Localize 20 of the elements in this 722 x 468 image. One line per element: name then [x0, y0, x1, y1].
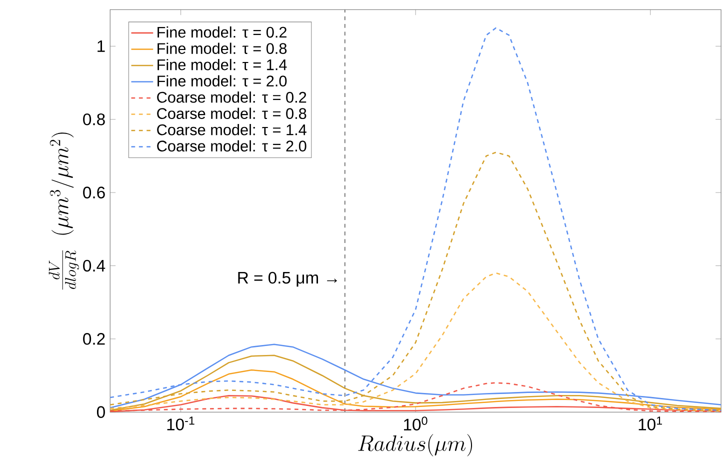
legend-label: Coarse model: τ = 2.0	[157, 140, 306, 152]
legend-label: Fine model: τ = 2.0	[158, 75, 287, 87]
y-tick-label: 0	[96, 406, 105, 418]
y-tick-label: 0.8	[83, 114, 105, 126]
legend-label: Fine model: τ = 0.8	[158, 42, 287, 54]
legend-label: Fine model: τ = 0.2	[158, 26, 286, 38]
y-axis-title: $\frac{dV}{dlogR}\ \ (\mu m^3/\mu m^2)$	[48, 132, 79, 290]
ref-line-label: R = 0.5 μm →	[238, 272, 337, 287]
x-tick-label: 10$^{1}$	[638, 416, 662, 430]
y-tick-label: 0.6	[83, 186, 105, 199]
y-tick-label: 0.4	[83, 260, 106, 272]
legend-label: Coarse model: τ = 0.8	[157, 108, 306, 120]
x-axis-title: $Radius(\mu m)$	[358, 434, 472, 456]
legend-label: Fine model: τ = 1.4	[158, 59, 287, 70]
y-tick-label: 1	[98, 40, 105, 52]
legend-label: Coarse model: τ = 1.4	[157, 124, 306, 136]
legend-label: Coarse model: τ = 0.2	[157, 92, 306, 103]
y-tick-label: 0.2	[83, 333, 105, 345]
x-tick-label: 10$^{0}$	[404, 416, 428, 431]
x-tick-label: 10$^{-1}$	[167, 416, 194, 430]
